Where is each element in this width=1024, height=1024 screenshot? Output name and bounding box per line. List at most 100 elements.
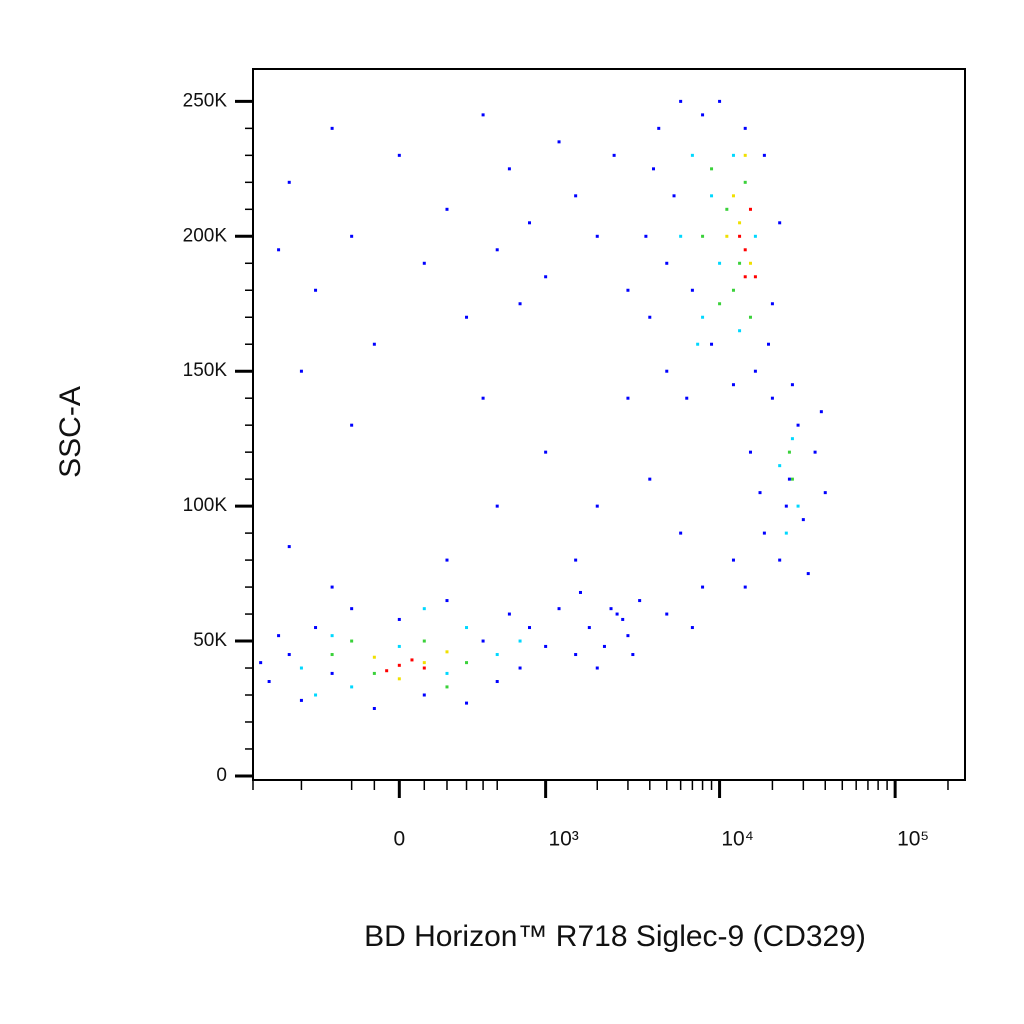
event-dot — [350, 607, 354, 611]
x-tick-label: 10⁴ — [721, 828, 753, 851]
event-dot — [330, 585, 334, 589]
event-dot — [748, 207, 752, 211]
event-dot — [710, 167, 714, 171]
event-dot — [299, 698, 303, 702]
event-dot — [731, 153, 735, 157]
event-dot — [778, 221, 782, 225]
event-dot — [277, 248, 281, 252]
event-dot — [796, 504, 800, 508]
event-dot — [314, 693, 318, 697]
event-dot — [507, 612, 511, 616]
event-dot — [672, 194, 676, 198]
event-dot — [644, 234, 648, 238]
event-dot — [657, 126, 661, 130]
event-dot — [495, 680, 499, 684]
event-dot — [665, 261, 669, 265]
event-dot — [823, 491, 827, 495]
event-dot — [665, 612, 669, 616]
event-dot — [813, 450, 817, 454]
event-dot — [277, 634, 281, 638]
event-dot — [796, 423, 800, 427]
event-dot — [696, 342, 700, 346]
event-dot — [495, 248, 499, 252]
event-dot — [410, 658, 414, 662]
event-dot — [626, 396, 630, 400]
event-dot — [595, 504, 599, 508]
event-dot — [648, 477, 652, 481]
event-dot — [481, 113, 485, 117]
event-dot — [350, 639, 354, 643]
event-dot — [595, 234, 599, 238]
event-dot — [574, 558, 578, 562]
event-dot — [385, 669, 389, 673]
event-dot — [718, 302, 722, 306]
event-dot — [372, 655, 376, 659]
event-dot — [748, 315, 752, 319]
event-dot — [528, 221, 532, 225]
event-dot — [557, 607, 561, 611]
event-dot — [495, 653, 499, 657]
event-dot — [587, 626, 591, 630]
event-dot — [652, 167, 656, 171]
event-dot — [465, 661, 469, 665]
event-dot — [738, 234, 742, 238]
event-dot — [397, 677, 401, 681]
event-dot — [626, 634, 630, 638]
event-dot — [544, 275, 548, 279]
event-dot — [778, 464, 782, 468]
event-dot — [710, 194, 714, 198]
event-dot — [372, 671, 376, 675]
event-dot — [314, 288, 318, 292]
event-dot — [743, 126, 747, 130]
event-dot — [762, 153, 766, 157]
event-dot — [725, 234, 729, 238]
event-dot — [612, 153, 616, 157]
event-dot — [299, 369, 303, 373]
event-dot — [465, 701, 469, 705]
event-dot — [758, 491, 762, 495]
event-dot — [287, 653, 291, 657]
event-dot — [621, 617, 625, 621]
plot-frame — [252, 68, 966, 781]
event-dot — [372, 706, 376, 710]
event-dot — [495, 504, 499, 508]
event-dot — [790, 383, 794, 387]
event-dot — [725, 207, 729, 211]
event-dot — [679, 99, 683, 103]
event-dot — [350, 685, 354, 689]
event-dot — [397, 644, 401, 648]
event-dot — [518, 666, 522, 670]
event-dot — [330, 671, 334, 675]
event-dot — [718, 261, 722, 265]
x-tick-label: 0 — [393, 828, 405, 851]
event-dot — [445, 671, 449, 675]
event-dot — [731, 288, 735, 292]
event-dot — [770, 302, 774, 306]
event-dot — [445, 650, 449, 654]
event-dot — [372, 342, 376, 346]
event-dot — [731, 558, 735, 562]
event-dot — [762, 531, 766, 535]
event-dot — [481, 639, 485, 643]
event-dot — [738, 221, 742, 225]
event-dot — [465, 315, 469, 319]
event-dot — [778, 558, 782, 562]
event-dot — [753, 369, 757, 373]
event-dot — [718, 99, 722, 103]
x-axis-label: BD Horizon™ R718 Siglec-9 (CD329) — [364, 920, 866, 953]
event-dot — [743, 275, 747, 279]
event-dot — [397, 617, 401, 621]
event-dot — [790, 437, 794, 441]
event-dot — [299, 666, 303, 670]
event-dot — [753, 234, 757, 238]
y-tick-label: 150K — [183, 360, 228, 381]
event-dot — [397, 663, 401, 667]
event-dot — [330, 653, 334, 657]
event-dot — [518, 302, 522, 306]
y-tick-label: 100K — [183, 495, 228, 516]
event-dot — [787, 450, 791, 454]
event-dot — [806, 572, 810, 576]
event-dot — [445, 558, 449, 562]
event-dot — [690, 288, 694, 292]
